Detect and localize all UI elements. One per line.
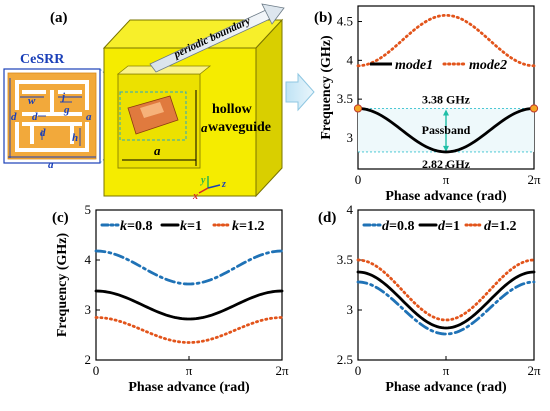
legend-label: d=0.8 xyxy=(382,219,414,234)
x-tick-label: π xyxy=(443,363,450,378)
y-tick-label: 4 xyxy=(347,202,354,217)
x-tick-label: π xyxy=(186,363,193,378)
y-tick-label: 4 xyxy=(347,52,354,67)
y-axis-title: Frequency (GHz) xyxy=(319,35,334,140)
legend-label: mode1 xyxy=(395,58,433,73)
passband-arrow-head-down xyxy=(442,145,449,152)
series-curve xyxy=(94,249,284,286)
dim-j: j xyxy=(60,91,66,103)
annotation-3.38: 3.38 GHz xyxy=(422,92,471,106)
y-tick-label: 2.5 xyxy=(337,352,353,367)
legend-label: k=0.8 xyxy=(120,219,152,234)
x-tick-label: 0 xyxy=(355,172,362,187)
dim-g: g xyxy=(63,104,70,116)
y-tick-label: 3 xyxy=(347,302,354,317)
x-tick-label: 0 xyxy=(93,363,100,378)
waveguide-cube: a a hollow waveguide xyxy=(102,18,284,198)
axis-z-label: z xyxy=(221,179,226,190)
cesrr-dimension-lines xyxy=(8,78,96,158)
x-tick-label: π xyxy=(443,172,450,187)
band-edge-marker xyxy=(529,104,539,113)
x-tick-label: 2π xyxy=(527,172,541,187)
cesrr-title: CeSRR xyxy=(20,52,65,67)
x-axis-title: Phase advance (rad) xyxy=(385,189,507,204)
panel-d: (d) 2.5 3 3.5 4 0 π 2π Phase advance (rad) d=0.8… xyxy=(318,202,541,395)
panel-d-label: (d) xyxy=(318,210,336,226)
y-tick-label: 3.5 xyxy=(337,91,353,106)
passband-label: Passband xyxy=(422,123,471,137)
coordinate-axes: y z x xyxy=(192,175,226,202)
series-curve xyxy=(356,13,536,68)
panel-c: (c) 2 3 4 5 0 π 2π Phase advance (rad) Frequency… xyxy=(52,202,289,395)
dim-h: h xyxy=(72,132,78,144)
axis-x-label: x xyxy=(192,191,198,202)
waveguide-label-line2: waveguide xyxy=(208,120,271,135)
axis-y-label: y xyxy=(200,175,206,186)
cube-dim-a-vertical: a xyxy=(201,120,208,135)
y-tick-label: 5 xyxy=(85,202,92,217)
series-curve xyxy=(356,280,536,336)
legend-label: k=1.2 xyxy=(232,219,264,234)
dim-d-mid: d xyxy=(32,111,38,123)
panel-a: (a) CeSRR xyxy=(3,3,315,202)
cesrr-slots xyxy=(15,80,89,152)
pointer-arrow xyxy=(285,72,315,112)
y-tick-label: 4 xyxy=(85,252,92,267)
x-tick-label: 2π xyxy=(527,363,541,378)
series-curve xyxy=(94,316,284,344)
y-tick-label: 3 xyxy=(85,302,92,317)
y-tick-label: 2 xyxy=(85,352,92,367)
dim-a-right: a xyxy=(86,111,92,123)
annotation-2.82: 2.82 GHz xyxy=(422,157,471,171)
series-curve xyxy=(356,107,536,154)
band-edge-marker xyxy=(353,104,363,113)
waveguide-label-line1: hollow xyxy=(212,102,253,117)
x-tick-label: 0 xyxy=(355,363,362,378)
cube-dim-a-horizontal: a xyxy=(154,143,161,158)
dim-a-bottom: a xyxy=(48,159,54,171)
y-tick-label: 3.5 xyxy=(337,252,353,267)
x-tick-label: 2π xyxy=(275,363,289,378)
legend-label: mode2 xyxy=(469,58,507,73)
x-axis-title: Phase advance (rad) xyxy=(385,380,507,395)
legend-label: d=1 xyxy=(438,219,460,234)
x-axis-title: Phase advance (rad) xyxy=(128,380,250,395)
legend-label: k=1 xyxy=(180,219,202,234)
panel-c-label: (c) xyxy=(52,210,69,226)
y-tick-label: 3 xyxy=(347,130,354,145)
passband-arrow-head-up xyxy=(442,109,449,116)
panel-a-label: (a) xyxy=(50,10,68,26)
cesrr-inset: CeSRR xyxy=(3,52,101,171)
dim-w: w xyxy=(28,95,36,107)
series-curve xyxy=(356,270,536,330)
series-curve xyxy=(356,258,536,322)
legend-label: d=1.2 xyxy=(484,219,516,234)
panel-b-label: (b) xyxy=(314,10,332,26)
dim-d-low: d xyxy=(40,127,46,139)
panel-b: (b) 3 3.5 4 4.5 0 π 2π Phase advance (rad) Frequ… xyxy=(314,5,541,204)
series-curve xyxy=(94,289,284,321)
y-axis-title: Frequency (GHz) xyxy=(55,233,70,338)
dim-d-left: d xyxy=(11,111,17,123)
y-tick-label: 4.5 xyxy=(337,14,353,29)
